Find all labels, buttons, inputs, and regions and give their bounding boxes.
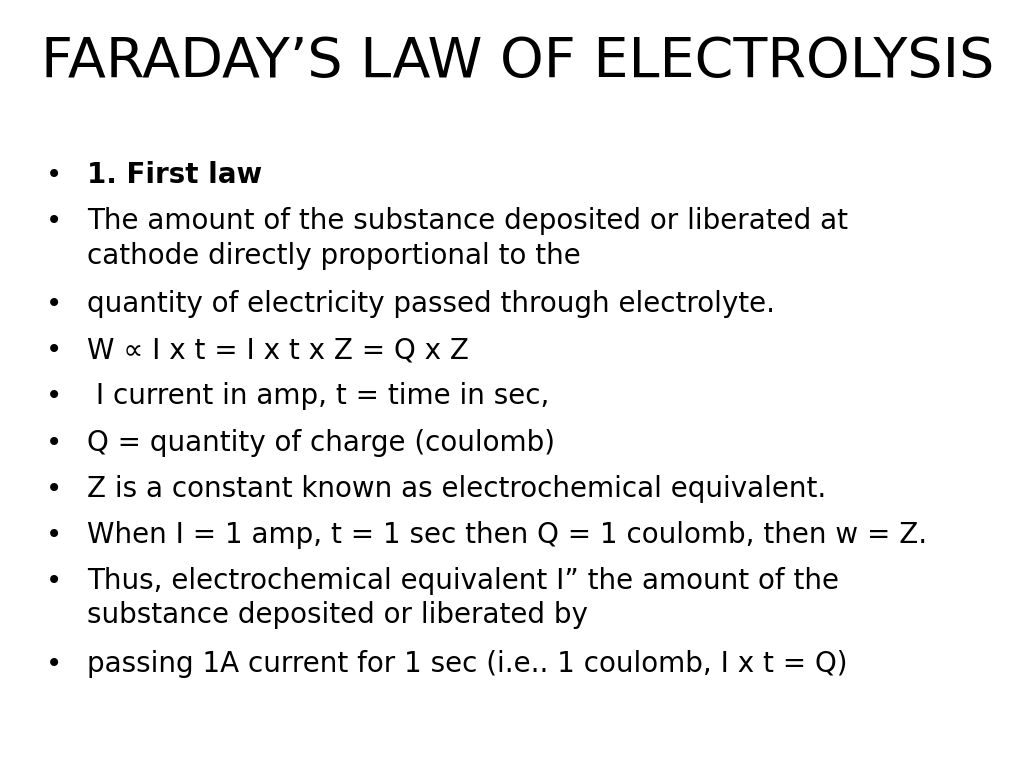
Text: Q = quantity of charge (coulomb): Q = quantity of charge (coulomb) xyxy=(87,429,555,456)
Text: W ∝ I x t = I x t x Z = Q x Z: W ∝ I x t = I x t x Z = Q x Z xyxy=(87,336,469,364)
Text: 1. First law: 1. First law xyxy=(87,161,262,189)
Text: quantity of electricity passed through electrolyte.: quantity of electricity passed through e… xyxy=(87,290,775,318)
Text: •: • xyxy=(46,336,62,364)
Text: I current in amp, t = time in sec,: I current in amp, t = time in sec, xyxy=(87,382,550,410)
Text: FARADAY’S LAW OF ELECTROLYSIS: FARADAY’S LAW OF ELECTROLYSIS xyxy=(41,35,994,88)
Text: •: • xyxy=(46,521,62,548)
Text: When I = 1 amp, t = 1 sec then Q = 1 coulomb, then w = Z.: When I = 1 amp, t = 1 sec then Q = 1 cou… xyxy=(87,521,927,548)
Text: The amount of the substance deposited or liberated at
cathode directly proportio: The amount of the substance deposited or… xyxy=(87,207,848,270)
Text: •: • xyxy=(46,429,62,456)
Text: •: • xyxy=(46,207,62,235)
Text: •: • xyxy=(46,382,62,410)
Text: Z is a constant known as electrochemical equivalent.: Z is a constant known as electrochemical… xyxy=(87,475,826,502)
Text: •: • xyxy=(46,161,62,189)
Text: Thus, electrochemical equivalent I” the amount of the
substance deposited or lib: Thus, electrochemical equivalent I” the … xyxy=(87,567,839,630)
Text: •: • xyxy=(46,567,62,594)
Text: •: • xyxy=(46,475,62,502)
Text: passing 1A current for 1 sec (i.e.. 1 coulomb, I x t = Q): passing 1A current for 1 sec (i.e.. 1 co… xyxy=(87,650,848,677)
Text: •: • xyxy=(46,290,62,318)
Text: •: • xyxy=(46,650,62,677)
